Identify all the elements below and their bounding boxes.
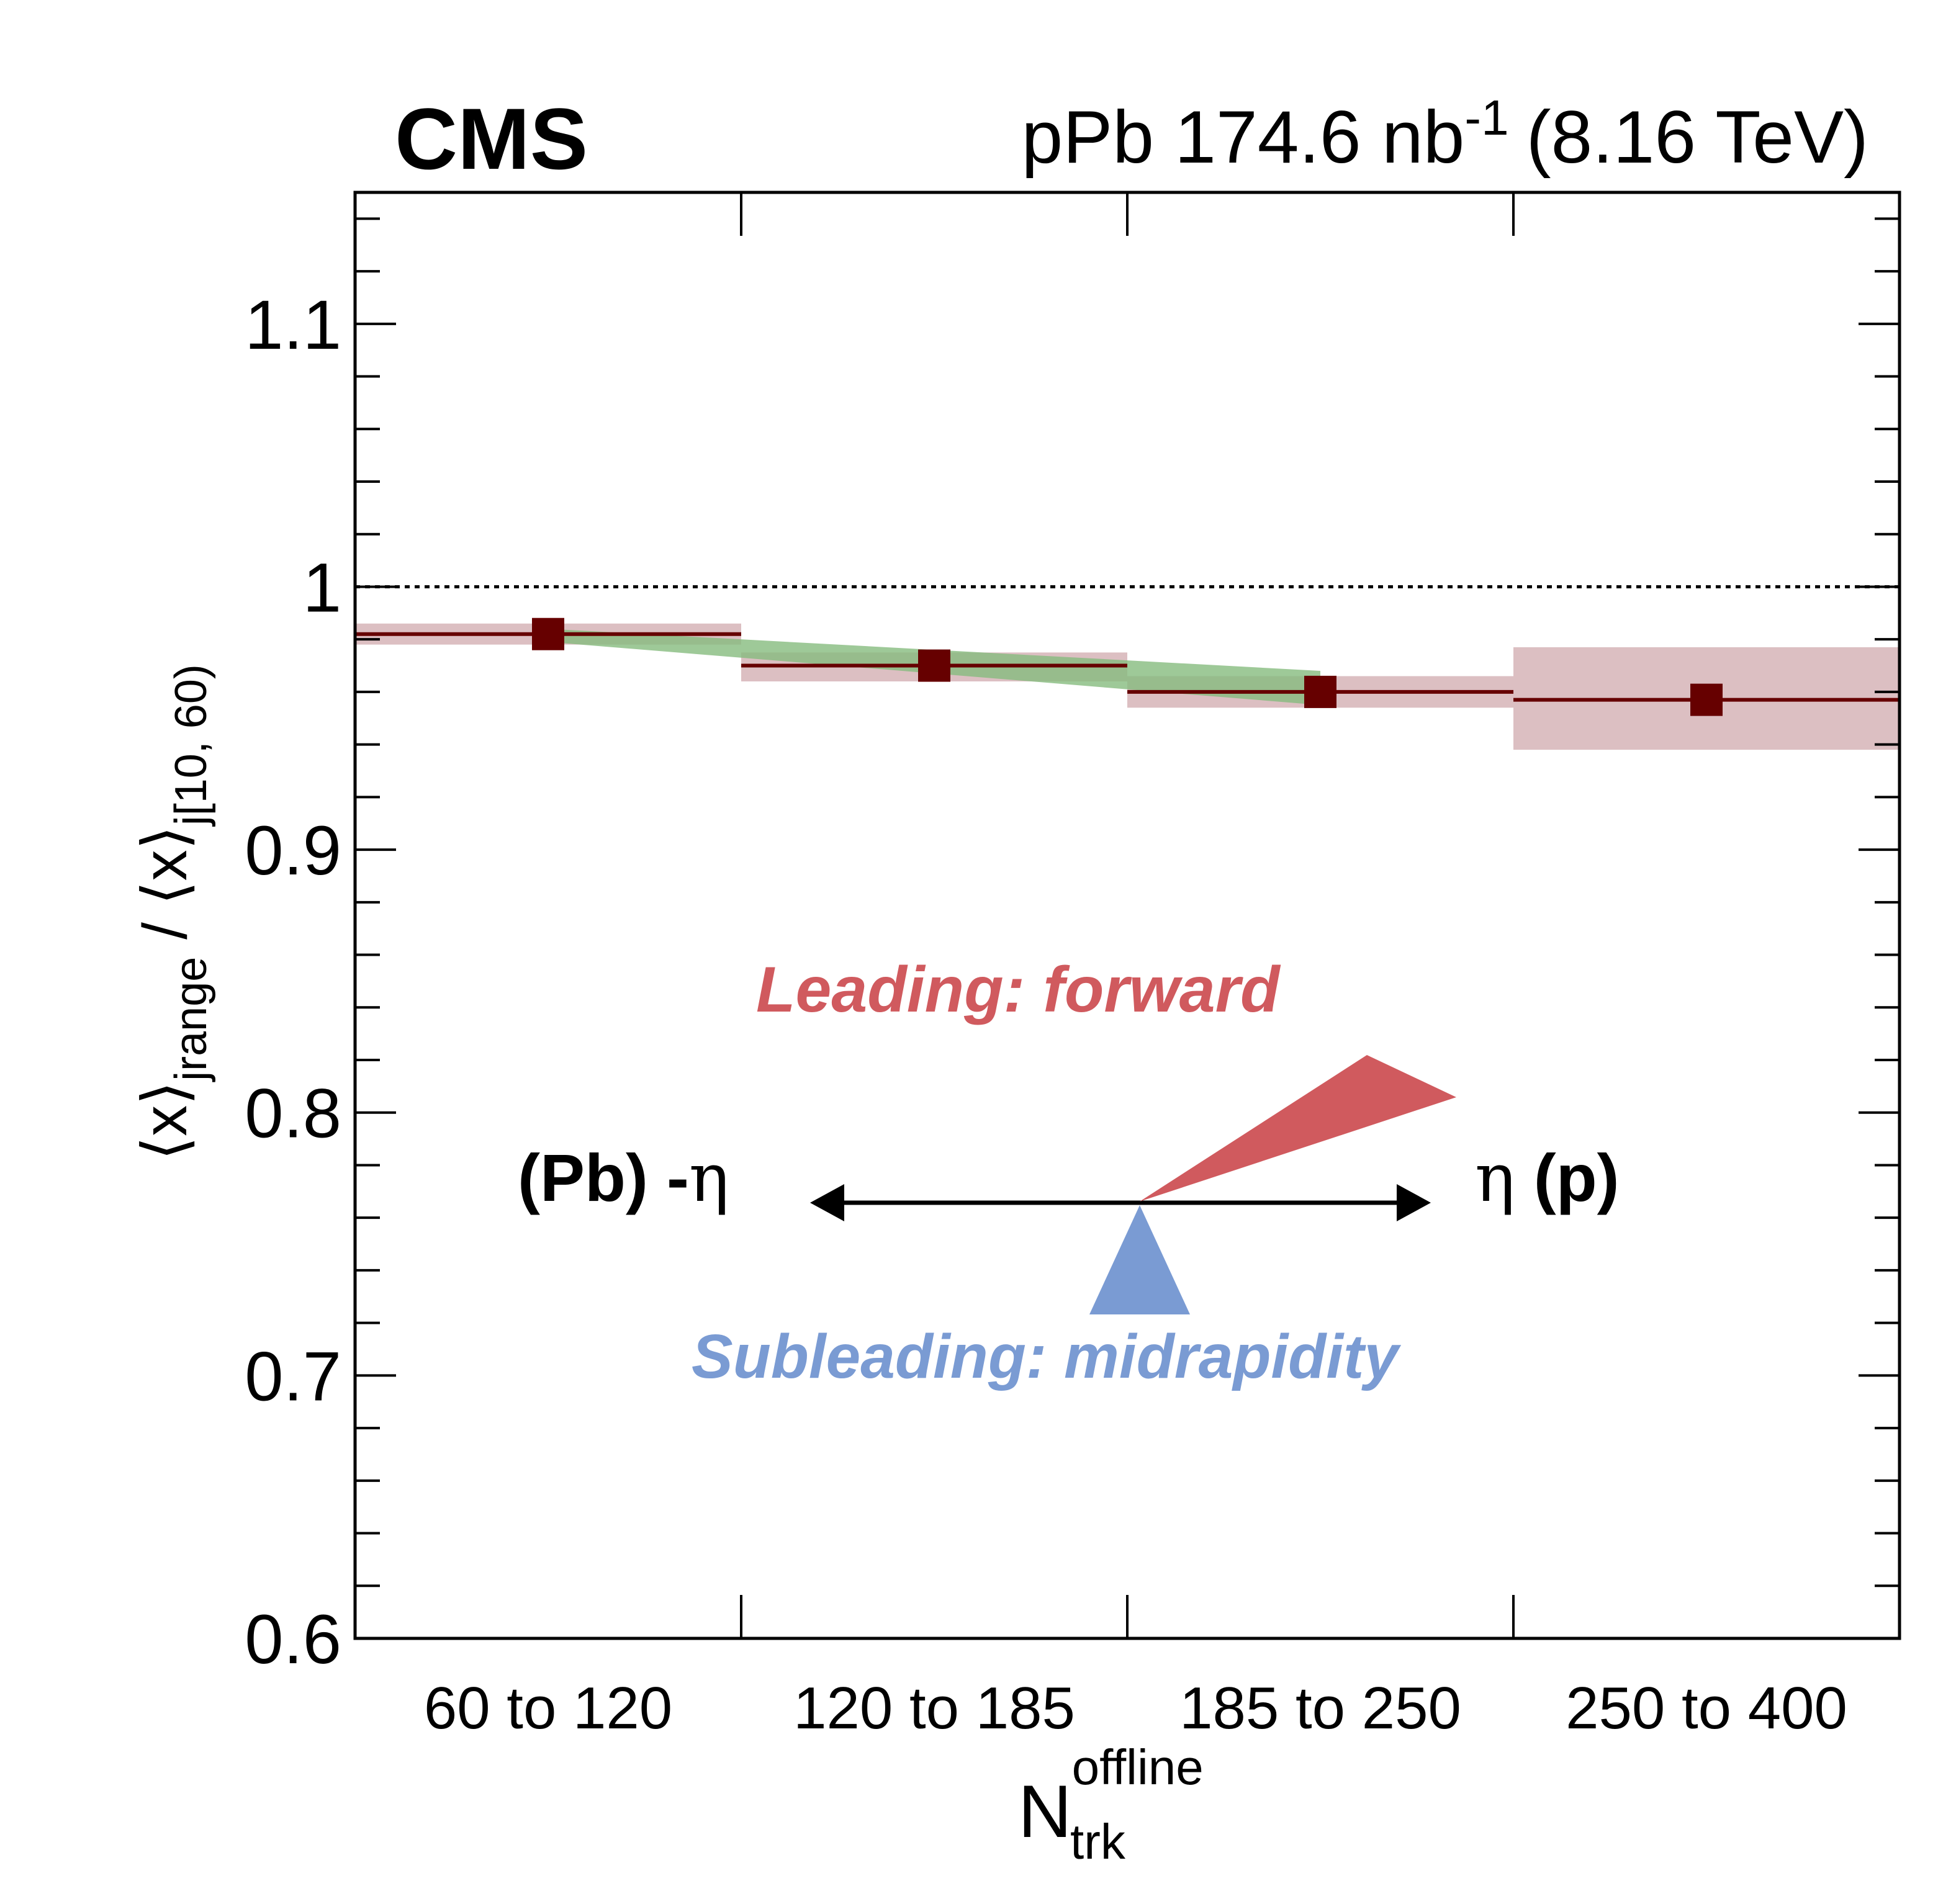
subleading-jet-cone	[1089, 1205, 1190, 1314]
lumi-exponent: -1	[1464, 90, 1508, 145]
ylabel-sub-j-2: j	[166, 815, 216, 827]
y-tick-label: 0.8	[245, 1075, 341, 1152]
data-points	[355, 617, 1900, 716]
x-category-labels: 60 to 120 120 to 185 185 to 250 250 to 400	[424, 1675, 1847, 1741]
x-category-label: 120 to 185	[793, 1675, 1075, 1741]
lumi-label: pPb 174.6 nb-1 (8.16 TeV)	[1021, 90, 1868, 179]
ylabel-bracket-open-2: ⟨	[130, 881, 200, 905]
lumi-prefix: pPb 174.6 nb	[1021, 96, 1464, 179]
data-point-2	[918, 649, 950, 682]
arrowhead-right	[1397, 1184, 1431, 1221]
axis-ticks	[355, 192, 1900, 1640]
diagram-eta-left: η	[689, 1139, 729, 1217]
data-point-4	[1690, 683, 1723, 716]
leading-jet-cone	[1140, 1055, 1456, 1201]
x-axis-title: Noffline	[1018, 1740, 1204, 1853]
plot-frame	[353, 191, 1901, 1640]
ylabel-bracket-open: ⟨	[130, 1136, 200, 1161]
x-category-label: 60 to 120	[424, 1675, 672, 1741]
y-tick-label: 1	[303, 549, 341, 626]
y-tick-label: 1.1	[245, 286, 341, 364]
data-point-1	[532, 617, 564, 650]
y-tick-label: 0.9	[245, 812, 341, 889]
y-tick-label: 0.7	[245, 1337, 341, 1415]
ylabel-x-2: x	[130, 850, 200, 881]
y-tick-label: 0.6	[245, 1601, 341, 1678]
leading-label: Leading: forward	[756, 954, 1281, 1026]
x-category-label: 250 to 400	[1566, 1675, 1847, 1741]
ylabel-x: x	[130, 1105, 200, 1136]
cms-label: CMS	[395, 90, 588, 187]
y-tick-labels: 0.6 0.7 0.8 0.9 1 1.1	[245, 286, 341, 1678]
diagram-eta-right: η	[1475, 1139, 1515, 1217]
subleading-label: Subleading: midrapidity	[692, 1322, 1401, 1391]
ylabel-sub-interval: [10, 60)	[166, 664, 216, 815]
rapidity-diagram: (Pb) -η η (p) Leading: forward Subleadin…	[518, 954, 1620, 1391]
ylabel-slash: /	[130, 905, 200, 956]
diagram-label-p-text: (p)	[1515, 1140, 1620, 1215]
xlabel-sub: trk	[1070, 1814, 1126, 1869]
x-category-label: 185 to 250	[1179, 1675, 1461, 1741]
diagram-label-p: η (p)	[1475, 1139, 1620, 1217]
ylabel-sub-j: j	[166, 1071, 216, 1082]
diagram-label-pb-text: (Pb) -	[518, 1140, 689, 1215]
ylabel-bracket-close: ⟩	[130, 1081, 200, 1105]
y-axis-title: ⟨x⟩jrange / ⟨x⟩j[10, 60)	[130, 664, 216, 1161]
x-axis-title-sub: trk	[1070, 1814, 1126, 1869]
xlabel-n: N	[1018, 1770, 1072, 1853]
energy-label: (8.16 TeV)	[1526, 96, 1868, 179]
arrowhead-left	[810, 1184, 844, 1221]
diagram-label-pb: (Pb) -η	[518, 1139, 729, 1217]
xlabel-sup: offline	[1072, 1740, 1204, 1795]
ylabel-sub-range: range	[166, 957, 216, 1071]
data-point-3	[1304, 675, 1336, 708]
ylabel-bracket-close-2: ⟩	[130, 825, 200, 850]
